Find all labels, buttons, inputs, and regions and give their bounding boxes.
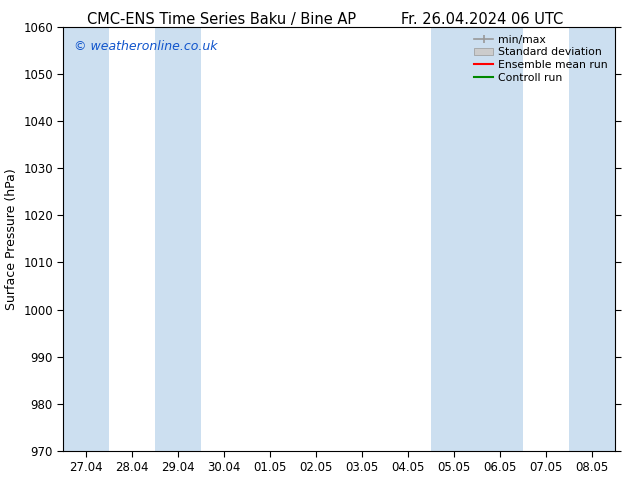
Bar — [155, 27, 202, 451]
Text: Fr. 26.04.2024 06 UTC: Fr. 26.04.2024 06 UTC — [401, 12, 563, 27]
Y-axis label: Surface Pressure (hPa): Surface Pressure (hPa) — [4, 168, 18, 310]
Legend: min/max, Standard deviation, Ensemble mean run, Controll run: min/max, Standard deviation, Ensemble me… — [472, 32, 609, 85]
Text: © weatheronline.co.uk: © weatheronline.co.uk — [74, 40, 218, 52]
Bar — [63, 27, 110, 451]
Text: CMC-ENS Time Series Baku / Bine AP: CMC-ENS Time Series Baku / Bine AP — [87, 12, 356, 27]
Bar — [569, 27, 615, 451]
Bar — [431, 27, 523, 451]
